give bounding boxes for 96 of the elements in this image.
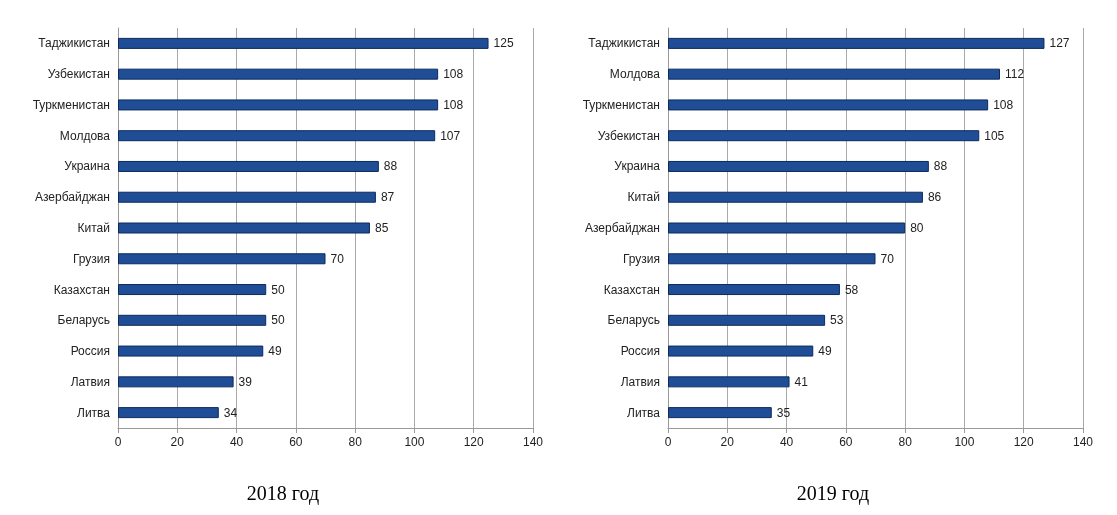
x-tick-label: 40 [779, 435, 794, 449]
y-tick-label: Узбекистан [597, 128, 660, 143]
x-tick-label: 120 [1013, 435, 1035, 449]
data-label: 50 [271, 313, 285, 328]
data-label: 112 [1005, 67, 1025, 82]
bar [118, 160, 379, 172]
x-tick-label: 60 [839, 435, 853, 449]
data-label: 108 [993, 97, 1014, 112]
data-label: 85 [374, 221, 389, 235]
y-tick-label: Молдова [609, 67, 661, 82]
bar [118, 376, 234, 388]
y-tick-label: Латвия [620, 374, 660, 389]
data-label: 86 [927, 190, 942, 205]
y-tick-label: Казахстан [603, 282, 660, 297]
y-tick-label: Грузия [72, 251, 110, 266]
y-tick-label: Украина [64, 159, 111, 174]
data-label: 53 [830, 313, 844, 328]
y-tick-label: Беларусь [57, 313, 110, 328]
data-label: 125 [493, 36, 514, 51]
y-tick-label: Туркменистан [32, 97, 110, 112]
data-label: 108 [443, 67, 464, 82]
x-tick-label: 0 [114, 435, 122, 449]
bar [118, 37, 489, 49]
bar [118, 130, 436, 142]
bar [118, 345, 264, 357]
data-label: 58 [844, 282, 859, 297]
y-tick-label: Таджикистан [38, 36, 110, 51]
x-tick-label: 60 [289, 435, 303, 449]
data-label: 107 [440, 128, 461, 143]
bar [118, 284, 267, 296]
bar [668, 376, 790, 388]
data-label: 50 [271, 282, 285, 297]
bar [118, 253, 326, 265]
bar [668, 160, 929, 172]
y-tick-label: Беларусь [607, 313, 660, 328]
y-tick-label: Китай [627, 190, 660, 205]
y-tick-label: Россия [70, 344, 110, 359]
data-label: 49 [818, 344, 832, 359]
x-tick-label: 100 [954, 435, 975, 449]
data-label: 34 [223, 405, 238, 420]
y-tick-label: Туркменистан [582, 97, 660, 112]
data-label: 87 [380, 190, 395, 205]
bar [118, 99, 439, 111]
data-label: 70 [880, 251, 895, 266]
x-tick-label: 20 [720, 435, 735, 449]
y-tick-label: Латвия [70, 374, 110, 389]
bar [668, 130, 980, 142]
bar [668, 284, 840, 296]
y-tick-label: Россия [620, 344, 660, 359]
y-tick-label: Литва [77, 405, 111, 420]
y-tick-label: Грузия [622, 251, 660, 266]
data-label: 35 [776, 405, 791, 420]
bar [668, 68, 1000, 80]
bar [668, 253, 876, 265]
y-tick-label: Азербайджан [584, 221, 660, 235]
data-label: 88 [383, 159, 398, 174]
y-tick-label: Узбекистан [47, 67, 110, 82]
x-tick-label: 140 [522, 435, 544, 449]
y-tick-label: Азербайджан [34, 190, 110, 205]
bar [118, 191, 376, 203]
text: 2019 год [796, 482, 870, 505]
x-tick-label: 80 [898, 435, 913, 449]
y-tick-label: Литва [627, 405, 661, 420]
x-tick-label: 120 [463, 435, 485, 449]
data-label: 88 [933, 159, 948, 174]
y-tick-label: Молдова [59, 128, 111, 143]
bar [118, 314, 267, 326]
bar [118, 407, 219, 419]
y-tick-label: Китай [77, 221, 110, 235]
data-label: 41 [794, 374, 809, 389]
data-label: 80 [910, 221, 924, 235]
x-tick-label: 80 [348, 435, 363, 449]
bar [668, 99, 989, 111]
y-tick-label: Таджикистан [588, 36, 660, 51]
text: 2018 год [246, 482, 320, 505]
x-tick-label: 20 [170, 435, 185, 449]
y-tick-label: Украина [614, 159, 661, 174]
bar [668, 314, 826, 326]
x-tick-label: 40 [229, 435, 244, 449]
x-tick-label: 0 [664, 435, 672, 449]
data-label: 108 [443, 97, 464, 112]
bar [668, 345, 814, 357]
bar [668, 191, 923, 203]
data-label: 105 [984, 128, 1005, 143]
bar [118, 222, 370, 234]
data-label: 70 [330, 251, 345, 266]
x-tick-label: 100 [404, 435, 425, 449]
y-tick-label: Казахстан [53, 282, 110, 297]
bar [668, 37, 1045, 49]
bar [668, 407, 772, 419]
bar [668, 222, 906, 234]
bar [118, 68, 439, 80]
data-label: 39 [238, 374, 253, 389]
data-label: 49 [268, 344, 282, 359]
data-label: 127 [1049, 36, 1070, 51]
x-tick-label: 140 [1072, 435, 1094, 449]
